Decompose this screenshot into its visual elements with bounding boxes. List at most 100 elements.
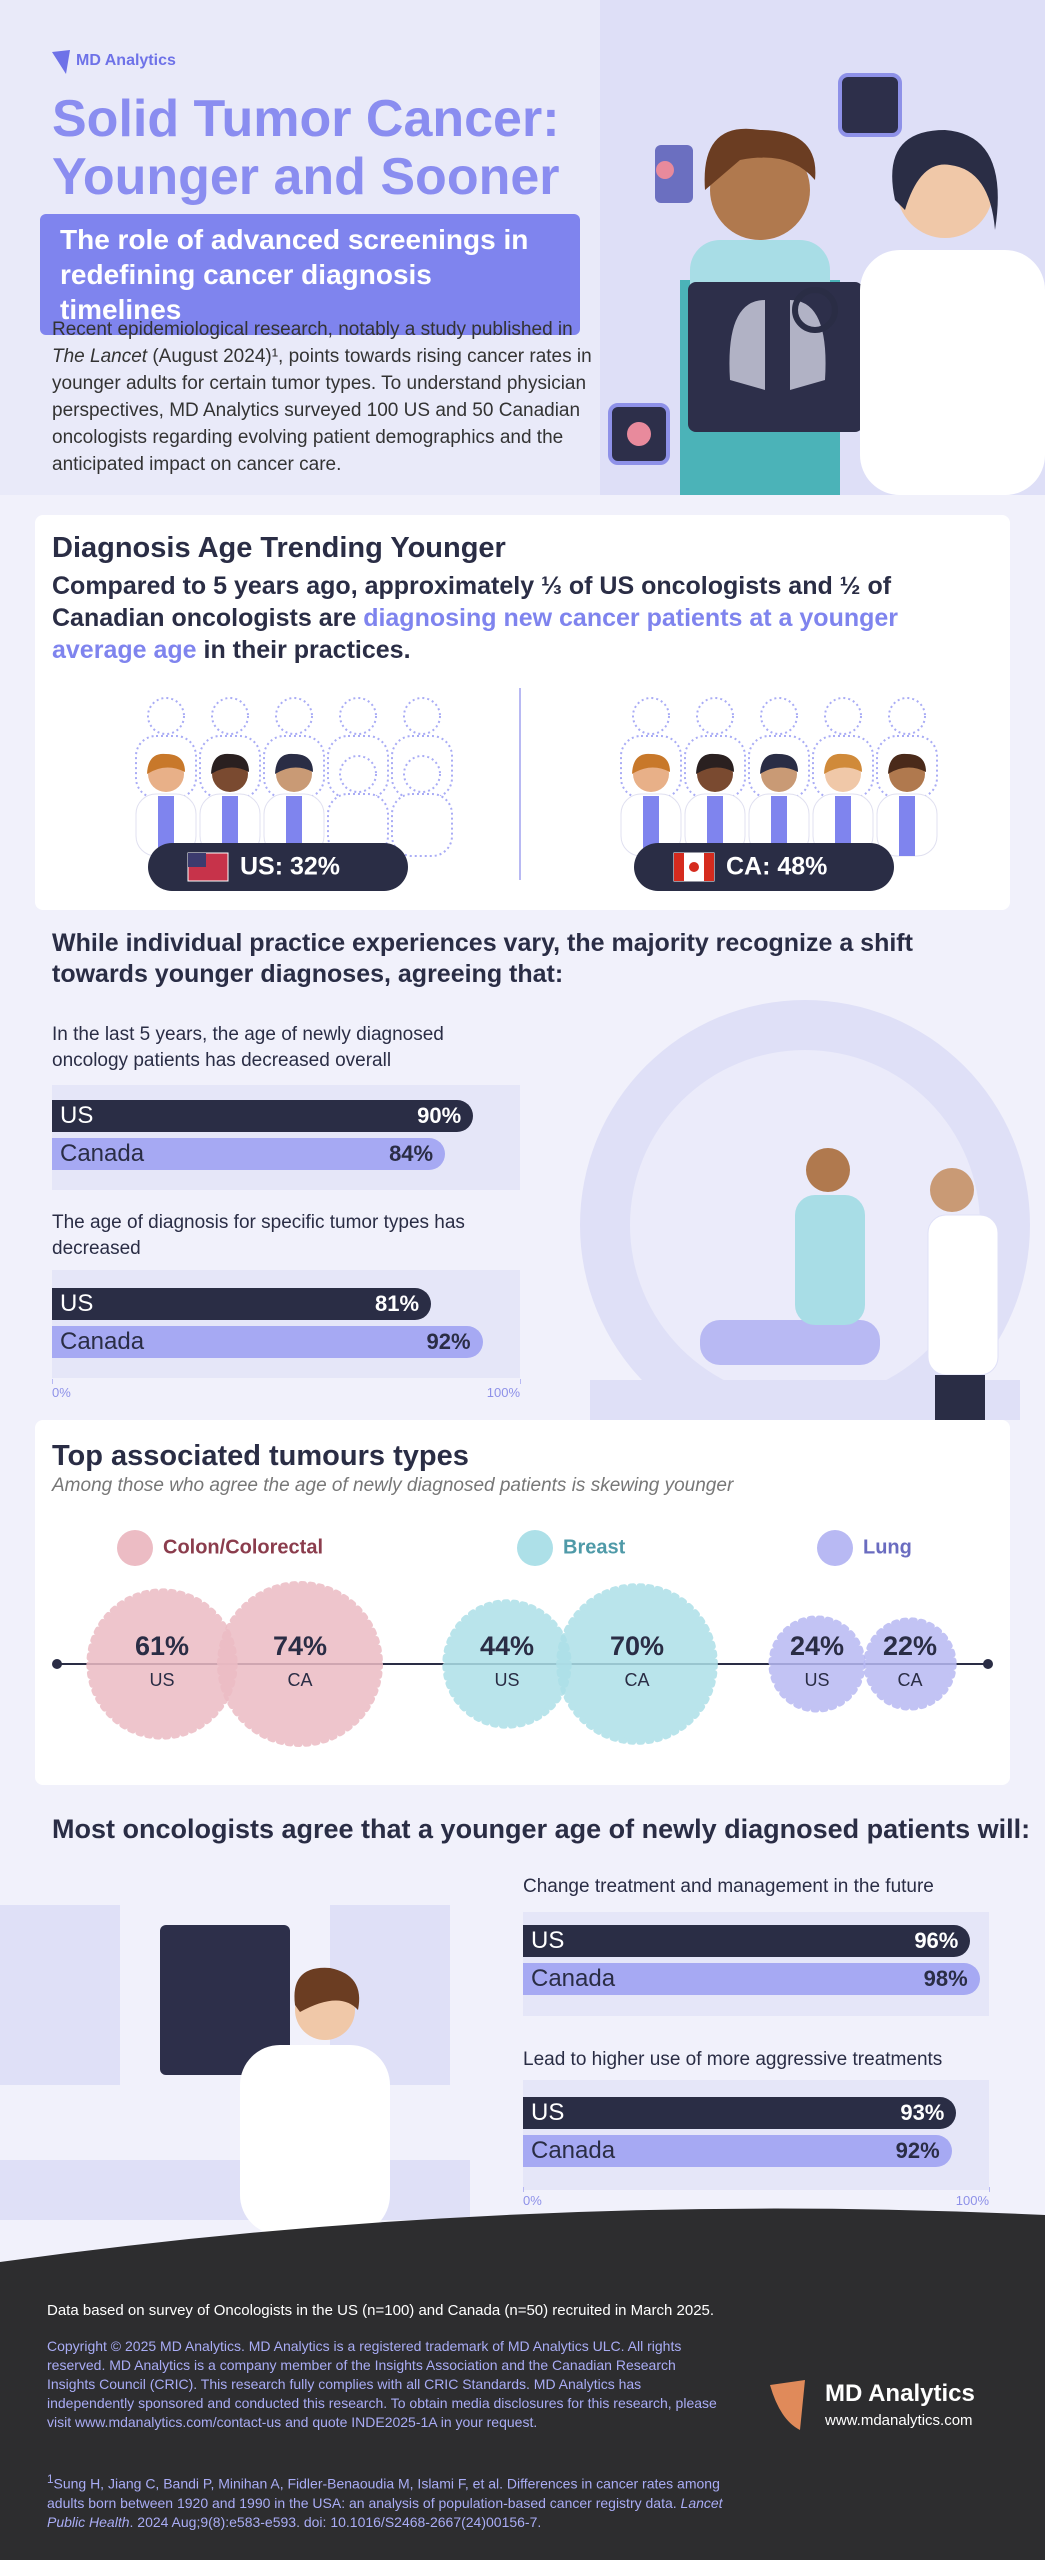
axis-label: 100% [486, 1385, 520, 1400]
bubble-country: US [494, 1670, 519, 1690]
bubble-country: CA [287, 1670, 312, 1690]
xray [688, 282, 863, 432]
section-subtitle: Among those who agree the age of newly d… [52, 1475, 734, 1496]
doctor-head [930, 1168, 974, 1212]
person-outline [211, 697, 249, 735]
desk [0, 2160, 470, 2220]
section-title: While individual practice experiences va… [52, 929, 913, 988]
person-hair [888, 753, 926, 774]
bar-name: Canada [531, 1965, 616, 1992]
icon-cell [656, 161, 674, 179]
bar-value-label: 98% [923, 1966, 968, 1991]
person-shirt [158, 796, 174, 856]
bubble-country: CA [897, 1670, 922, 1690]
bar [523, 2135, 952, 2167]
person-outline [275, 697, 313, 735]
flag-leaf [689, 862, 699, 872]
badge-label: US: 32% [240, 853, 340, 881]
axis-tick [523, 2187, 524, 2192]
tumour-name: Breast [563, 1536, 626, 1558]
bar-name: Canada [60, 1328, 145, 1355]
section-title: Most oncologists agree that a younger ag… [52, 1814, 1031, 1844]
doctor-head [710, 140, 810, 240]
icon-box [655, 145, 693, 203]
tumour-icon [817, 1530, 853, 1566]
brand-logo [52, 50, 70, 74]
bar [52, 1138, 446, 1170]
reference: 1Sung H, Jiang C, Bandi P, Minihan A, Fi… [47, 2470, 737, 2532]
person-shirt [286, 796, 302, 856]
ref-text: Sung H, Jiang C, Bandi P, Minihan A, Fid… [47, 2475, 720, 2511]
bubble [216, 1580, 384, 1748]
footer-brand: MD Analytics [825, 2380, 975, 2407]
badge-label: CA: 48% [726, 853, 827, 881]
bar-name: Canada [60, 1140, 145, 1167]
person-shirt [899, 796, 915, 856]
question: The age of diagnosis for specific tumor … [52, 1212, 465, 1259]
bar [523, 1925, 971, 1957]
person-outline [888, 697, 926, 735]
footer-url: www.mdanalytics.com [825, 2412, 973, 2429]
ref-marker: 1 [47, 2473, 54, 2486]
bubble-value-label: 74% [273, 1631, 327, 1661]
bar [52, 1288, 432, 1320]
bar [523, 1963, 980, 1995]
bubble-country: US [149, 1670, 174, 1690]
intro-text: Recent epidemiological research, notably… [52, 319, 573, 340]
question: Change treatment and management in the f… [523, 1876, 934, 1897]
nurse-coat [860, 250, 1045, 495]
person-hair [275, 753, 313, 774]
axis-end [52, 1659, 62, 1669]
person-outline [632, 697, 670, 735]
footer-logo [770, 2380, 805, 2430]
intro: Recent epidemiological research, notably… [52, 316, 592, 478]
bubble-value-label: 24% [790, 1631, 844, 1661]
text: Compared to 5 years ago, approximately ⅓… [52, 572, 892, 632]
axis-tick [520, 1379, 521, 1384]
bar-value-label: 81% [375, 1291, 420, 1316]
person-shirt [643, 796, 659, 856]
person-hair [632, 753, 670, 774]
person-outline [339, 755, 377, 793]
bar-name: US [531, 2099, 565, 2126]
bubble [768, 1615, 866, 1713]
highlight: diagnosing new cancer patients at a youn… [52, 604, 899, 664]
bar-name: US [60, 1290, 94, 1317]
doctor-hair [704, 128, 816, 190]
flag-side [704, 853, 714, 881]
copyright: Copyright © 2025 MD Analytics. MD Analyt… [47, 2338, 717, 2430]
flag-canton [188, 853, 206, 867]
mri-table [700, 1320, 880, 1365]
bubble [442, 1599, 572, 1729]
doctor-coat [240, 2045, 390, 2235]
tumour-name: Lung [863, 1536, 912, 1558]
magnifier [792, 287, 838, 333]
title-line: Solid Tumor Cancer: [52, 90, 560, 148]
person-shirt [835, 796, 851, 856]
bar-name: Canada [531, 2137, 616, 2164]
journal: The Lancet [52, 346, 148, 367]
axis-label: 100% [955, 2193, 989, 2208]
person-hair [824, 753, 862, 774]
bubble-value-label: 22% [883, 1631, 937, 1661]
bubble [556, 1583, 718, 1745]
person-hair [147, 753, 185, 774]
text: in their practices. [196, 636, 411, 664]
bubble-value-label: 44% [480, 1631, 534, 1661]
doctor-legs [935, 1375, 985, 1420]
bubble-value-label: 70% [610, 1631, 664, 1661]
bar-value-label: 92% [426, 1329, 471, 1354]
person-hair [760, 753, 798, 774]
subtitle: The role of advanced screenings in redef… [40, 214, 580, 335]
bubble-value-label: 61% [135, 1631, 189, 1661]
brand: MD Analytics [76, 52, 176, 69]
ref-text: . 2024 Aug;9(8):e583-e593. doi: 10.1016/… [129, 2513, 542, 2530]
bar-panel [52, 1270, 520, 1378]
title: Solid Tumor Cancer: Younger and Sooner [52, 90, 560, 206]
section-title: Diagnosis Age Trending Younger [52, 532, 506, 564]
bar-value-label: 90% [417, 1103, 462, 1128]
person-shirt [222, 796, 238, 856]
bubble [86, 1588, 238, 1740]
footer-bg [0, 2208, 1045, 2560]
